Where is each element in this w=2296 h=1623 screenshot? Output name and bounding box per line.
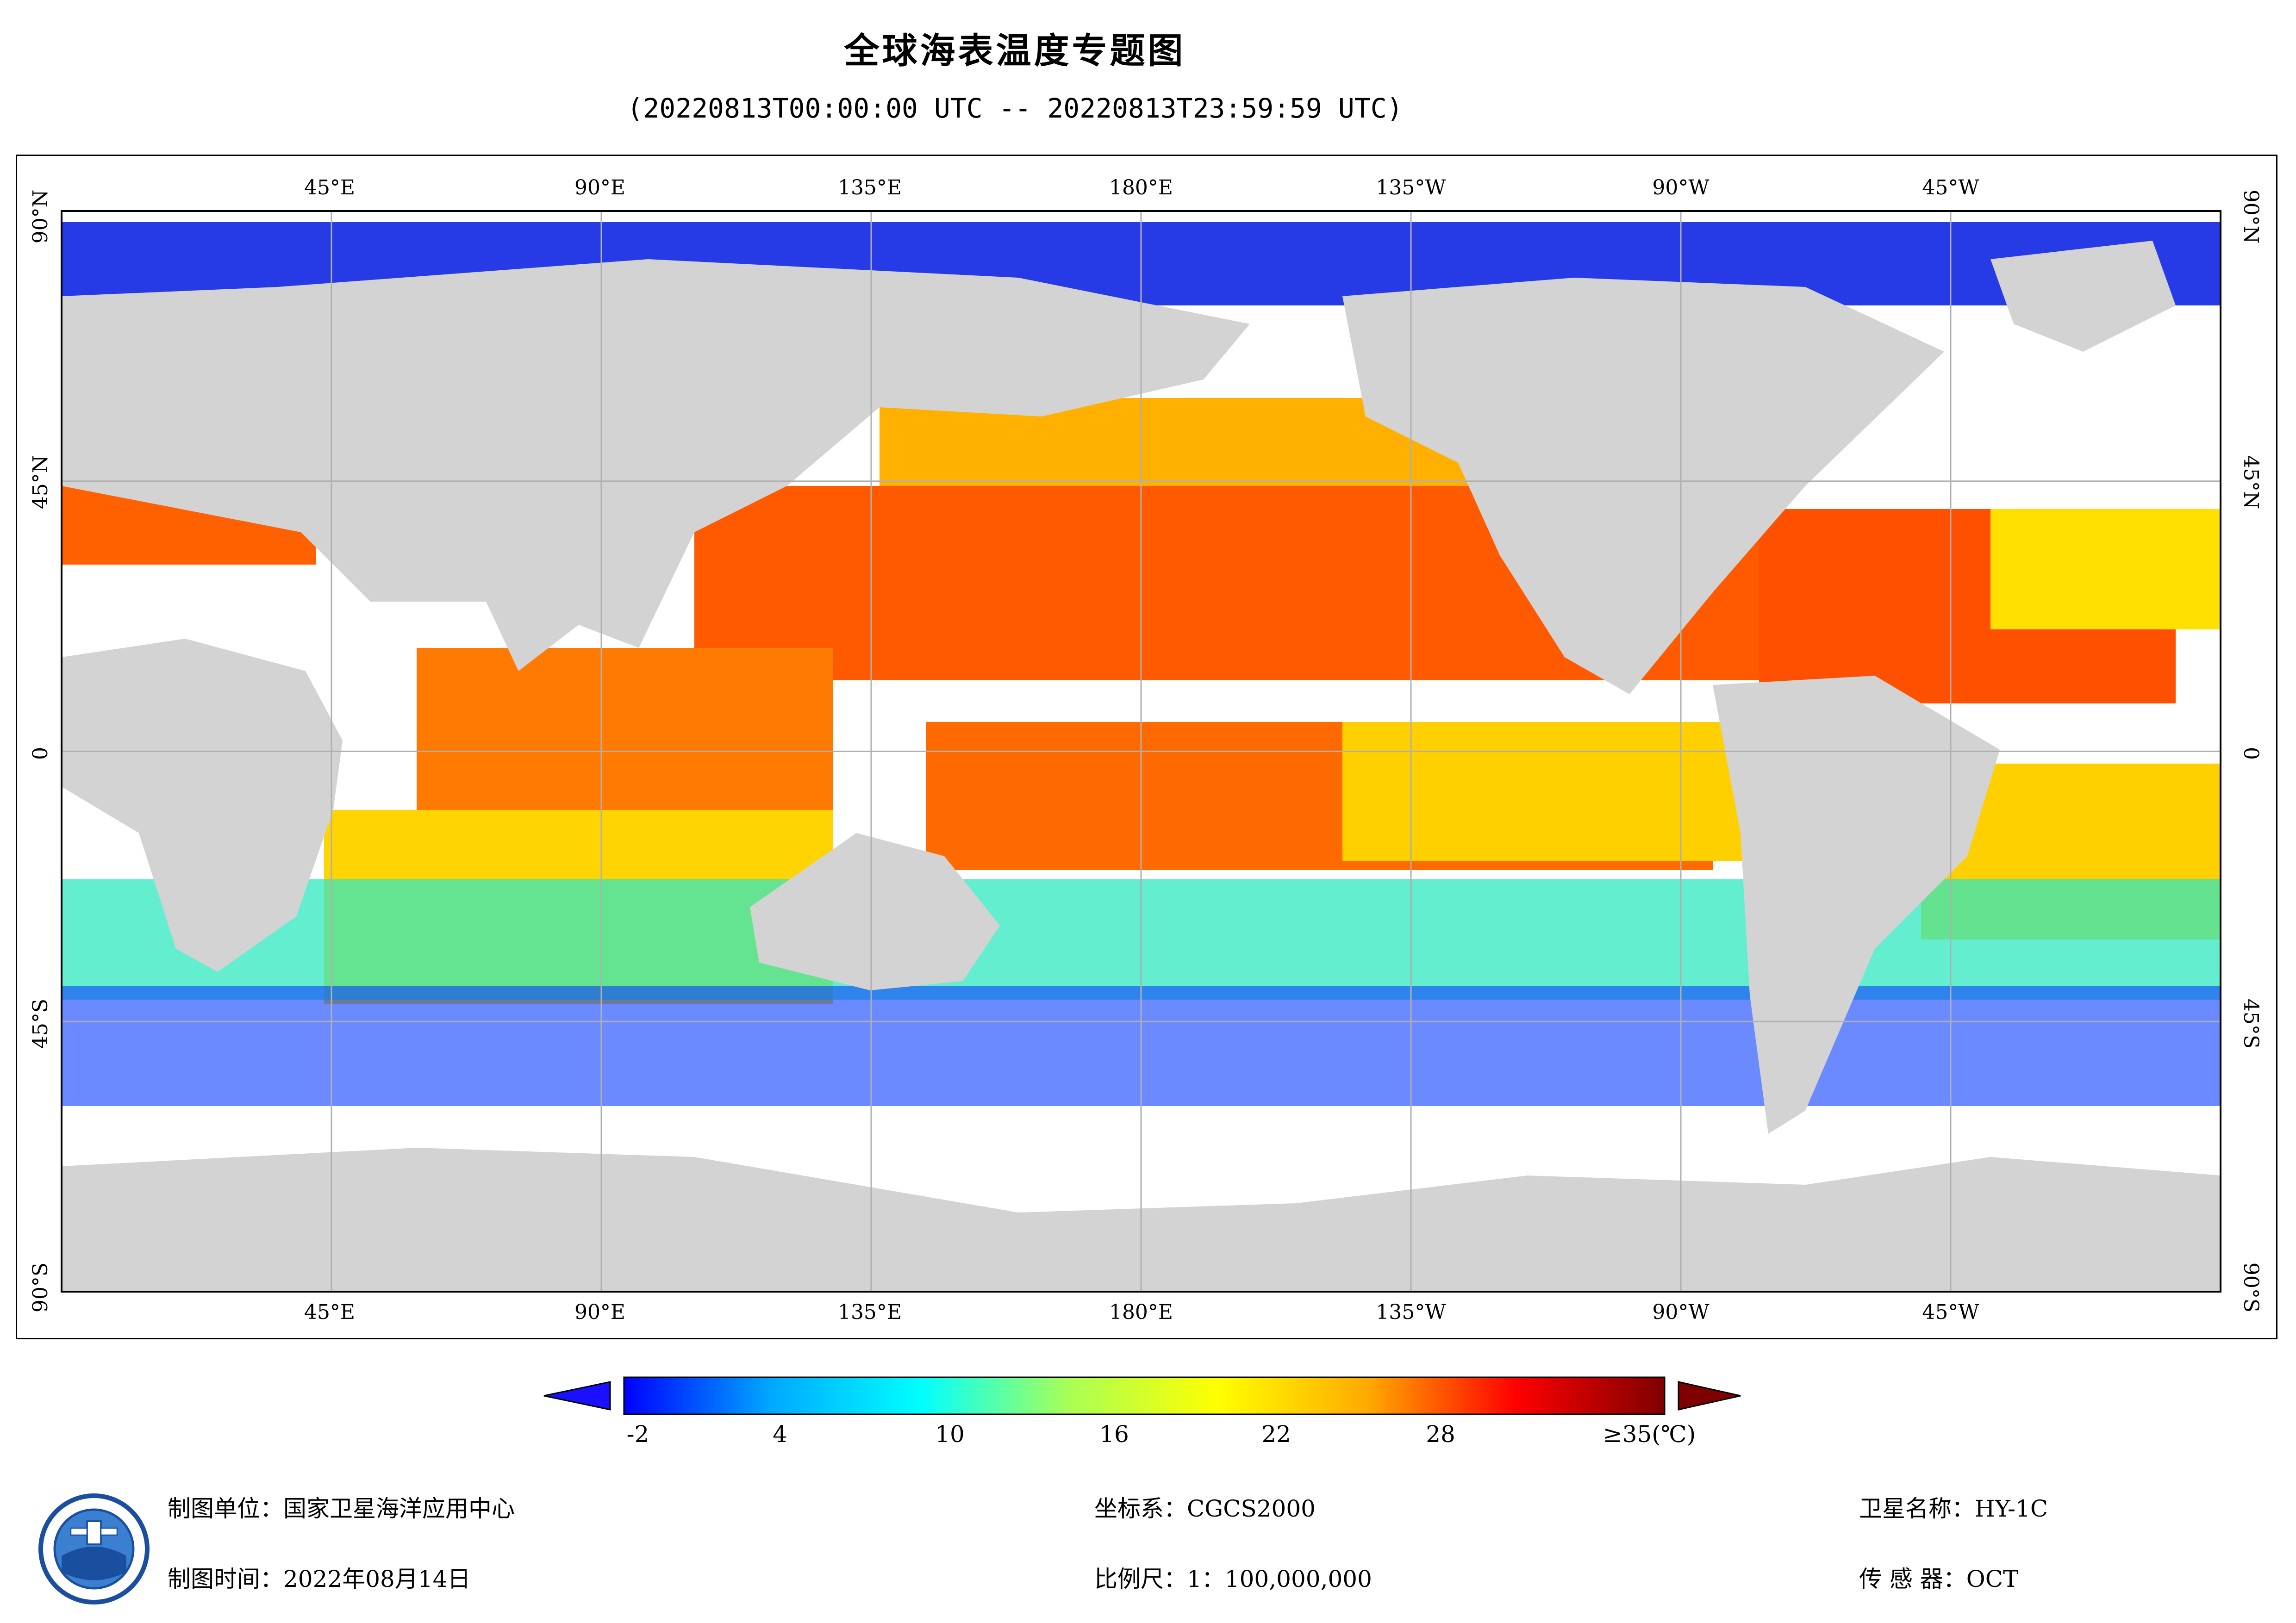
lat-label-left-0: 0 xyxy=(29,747,52,760)
lon-label-top-90e: 90°E xyxy=(574,176,626,199)
crs-line: 坐标系：CGCS2000 xyxy=(1094,1490,1316,1524)
map-title: 全球海表温度专题图 xyxy=(844,30,1186,71)
satellite-line: 卫星名称：HY-1C xyxy=(1859,1490,2048,1524)
crs-value: CGCS2000 xyxy=(1187,1495,1316,1522)
colorbar-min-arrow xyxy=(543,1381,611,1411)
australia-landmass xyxy=(750,833,1000,990)
greenland-landmass xyxy=(1990,241,2176,352)
lon-label-top-45e: 45°E xyxy=(304,176,356,199)
colorbar-tick-label: 4 xyxy=(773,1421,787,1448)
sensor-value: OCT xyxy=(1966,1566,2019,1592)
lat-label-right-90n: 90°N xyxy=(2239,189,2263,244)
colorbar-tick-label: 22 xyxy=(1261,1421,1291,1448)
agency-logo-icon xyxy=(38,1493,150,1604)
lon-label-top-135e: 135°E xyxy=(837,176,902,199)
colorbar-tick-label: -2 xyxy=(626,1421,649,1448)
lat-label-right-90s: 90°S xyxy=(2239,1262,2263,1313)
lon-label-bottom-90w: 90°W xyxy=(1652,1300,1710,1324)
satellite-label: 卫星名称： xyxy=(1859,1495,1975,1522)
date-line: 制图时间：2022年08月14日 xyxy=(168,1561,471,1594)
map-frame xyxy=(16,155,2277,1339)
south-america-landmass xyxy=(1713,676,2000,1134)
date-value: 2022年08月14日 xyxy=(283,1566,471,1592)
north-america-landmass xyxy=(1342,278,1944,694)
lon-label-top-90w: 90°W xyxy=(1652,176,1710,199)
lon-label-bottom-45w: 45°W xyxy=(1922,1300,1979,1324)
scale-label: 比例尺： xyxy=(1094,1566,1187,1592)
colorbar-ramp xyxy=(623,1376,1666,1415)
producer-line: 制图单位：国家卫星海洋应用中心 xyxy=(168,1490,515,1524)
colorbar xyxy=(543,1376,1741,1415)
satellite-value: HY-1C xyxy=(1975,1495,2048,1522)
map-subtitle: (20220813T00:00:00 UTC -- 20220813T23:59… xyxy=(627,93,1403,124)
lat-label-left-90n: 90°N xyxy=(29,189,52,244)
lon-label-top-45w: 45°W xyxy=(1922,176,1979,199)
map-neatline xyxy=(61,210,2221,1293)
producer-value: 国家卫星海洋应用中心 xyxy=(283,1495,515,1522)
colorbar-tick-label: 10 xyxy=(935,1421,965,1448)
lon-label-bottom-45e: 45°E xyxy=(304,1300,356,1324)
lon-label-bottom-135w: 135°W xyxy=(1376,1300,1446,1324)
sensor-label: 传 感 器： xyxy=(1859,1566,1966,1592)
scale-line: 比例尺：1：100,000,000 xyxy=(1094,1561,1372,1594)
lon-label-bottom-90e: 90°E xyxy=(574,1300,626,1324)
eurasia-landmass xyxy=(62,259,1250,671)
colorbar-tick-label: ≥35(℃) xyxy=(1603,1421,1696,1448)
lat-label-left-45n: 45°N xyxy=(29,455,52,510)
lat-label-right-45s: 45°S xyxy=(2239,998,2263,1049)
lat-label-left-90s: 90°S xyxy=(29,1262,52,1313)
producer-label: 制图单位： xyxy=(168,1495,283,1522)
sensor-line: 传 感 器：OCT xyxy=(1859,1561,2018,1594)
lat-label-right-0: 0 xyxy=(2239,747,2263,760)
graticule xyxy=(62,211,2221,1292)
colorbar-tick-label: 16 xyxy=(1099,1421,1129,1448)
indian-ocean-north-sst xyxy=(417,648,833,824)
lon-label-bottom-180e: 180°E xyxy=(1109,1300,1173,1324)
east-pacific-sst xyxy=(1342,722,1759,861)
colorbar-max-arrow xyxy=(1678,1381,1741,1411)
lon-label-bottom-135e: 135°E xyxy=(837,1300,902,1324)
lat-label-right-45n: 45°N xyxy=(2239,455,2263,510)
crs-label: 坐标系： xyxy=(1094,1495,1187,1522)
scale-value: 1：100,000,000 xyxy=(1187,1566,1372,1592)
colorbar-tick-label: 28 xyxy=(1426,1421,1455,1448)
lat-label-left-45s: 45°S xyxy=(29,998,52,1049)
lon-label-top-135w: 135°W xyxy=(1376,176,1446,199)
date-label: 制图时间： xyxy=(168,1566,283,1592)
lon-label-top-180e: 180°E xyxy=(1109,176,1173,199)
north-atlantic-east-sst xyxy=(1990,509,2221,629)
africa-landmass xyxy=(62,639,343,972)
